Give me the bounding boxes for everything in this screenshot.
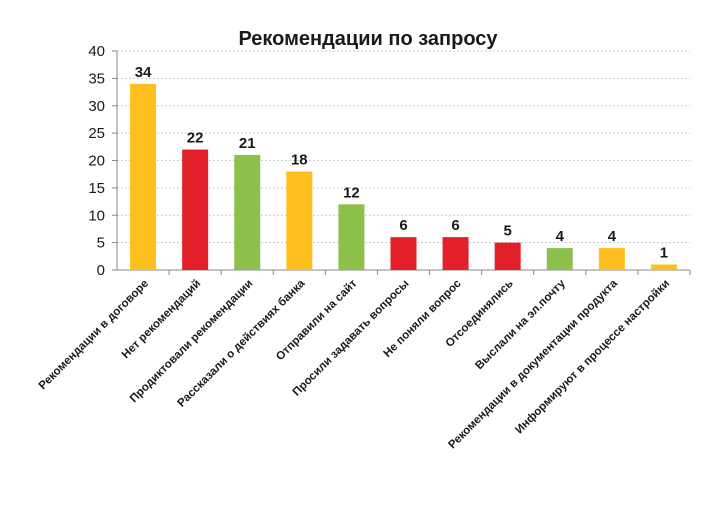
y-tick-label: 40 xyxy=(88,43,105,60)
bar-9 xyxy=(546,248,573,270)
category-label: Рекомендации в договоре xyxy=(37,278,151,392)
bar-11 xyxy=(650,264,677,270)
data-label-9: 4 xyxy=(556,228,565,245)
bar-4 xyxy=(286,171,313,270)
y-tick-label: 15 xyxy=(88,180,105,197)
bar-6 xyxy=(390,237,417,270)
data-label-7: 6 xyxy=(451,217,459,234)
y-tick-label: 0 xyxy=(97,262,105,279)
bar-3 xyxy=(234,155,261,270)
data-label-6: 6 xyxy=(399,217,407,234)
data-label-4: 18 xyxy=(291,151,308,168)
data-label-11: 1 xyxy=(660,245,668,262)
data-label-10: 4 xyxy=(608,228,617,245)
grid-lines xyxy=(117,50,690,244)
bars xyxy=(130,83,677,270)
bar-8 xyxy=(494,242,521,270)
data-label-8: 5 xyxy=(504,223,512,240)
data-label-1: 34 xyxy=(135,64,152,81)
bar-5 xyxy=(338,204,365,270)
category-label: Выслали на эл.почту xyxy=(473,277,568,372)
data-label-2: 22 xyxy=(187,130,204,147)
bar-10 xyxy=(598,248,625,270)
y-tick-label: 5 xyxy=(97,235,105,252)
data-labels: 34 22 21 18 12 6 6 5 4 4 1 xyxy=(135,64,668,262)
y-tick-label: 35 xyxy=(88,70,105,87)
y-axis-tick-labels: 0 5 10 15 20 25 30 35 40 xyxy=(88,43,105,279)
chart-title: Рекомендации по запросу xyxy=(238,28,498,50)
bar-1 xyxy=(130,83,157,270)
bar-2 xyxy=(182,149,209,270)
data-label-5: 12 xyxy=(343,184,360,201)
y-tick-label: 30 xyxy=(88,98,105,115)
bar-7 xyxy=(442,237,469,270)
y-tick-label: 10 xyxy=(88,207,105,224)
y-tick-label: 20 xyxy=(88,153,105,170)
y-tick-label: 25 xyxy=(88,125,105,142)
data-label-3: 21 xyxy=(239,135,256,152)
